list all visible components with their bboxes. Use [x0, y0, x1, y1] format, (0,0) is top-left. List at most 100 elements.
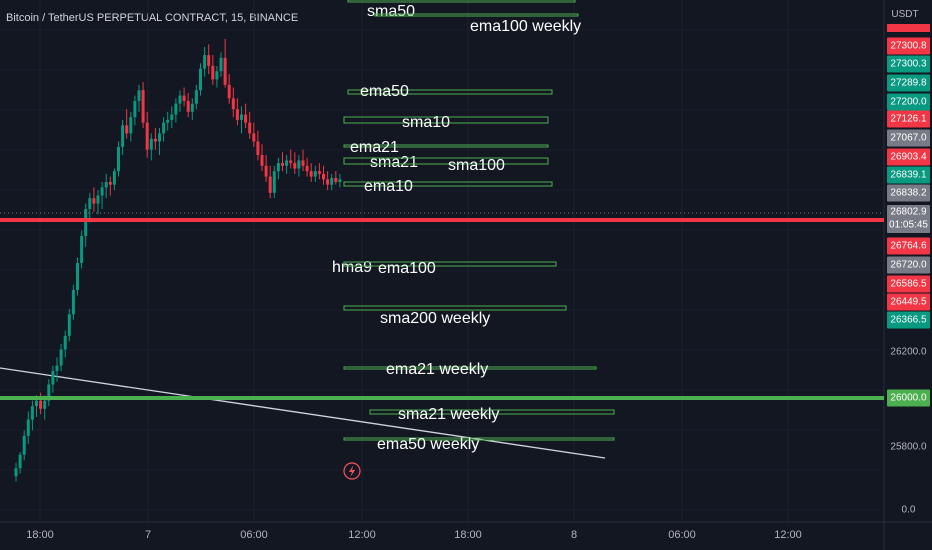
price-marker-label: 26903.4	[890, 152, 927, 163]
candle-body	[112, 171, 116, 185]
indicator-level-box	[369, 409, 615, 415]
candle-body	[317, 171, 321, 174]
candle-body	[55, 365, 59, 371]
x-axis-tick-label: 12:00	[348, 529, 376, 541]
price-marker-label: 27200.0	[890, 97, 927, 108]
price-marker	[887, 93, 930, 111]
candle-body	[219, 57, 223, 72]
price-marker	[887, 184, 930, 202]
candle-body	[231, 98, 235, 110]
indicator-level-box	[343, 181, 553, 187]
price-marker-label: 27067.0	[890, 133, 927, 144]
candle-body	[338, 179, 342, 182]
candle-body	[141, 90, 145, 123]
candle-body	[301, 160, 305, 166]
price-marker-label: 26839.1	[890, 170, 927, 181]
candle-body	[162, 122, 166, 134]
candle-body	[248, 122, 252, 134]
candle-body	[268, 176, 272, 193]
candle-body	[211, 65, 215, 80]
candle-body	[305, 165, 309, 172]
price-marker	[887, 129, 930, 147]
candle-body	[30, 406, 34, 420]
candle-body	[43, 400, 47, 409]
candle-body	[117, 146, 120, 172]
x-axis-tick-label: 12:00	[774, 529, 802, 541]
price-marker	[887, 37, 930, 55]
price-tick-label: 0.0	[902, 505, 916, 516]
indicator-level-box	[347, 89, 553, 95]
candle-body	[223, 57, 227, 85]
indicator-level-box	[343, 305, 567, 311]
candle-body	[80, 236, 84, 263]
candle-body	[170, 114, 174, 120]
candle-body	[125, 125, 129, 134]
candle-body	[260, 155, 264, 166]
candle-body	[137, 90, 141, 101]
candle-body	[18, 454, 22, 469]
candle-body	[272, 171, 276, 193]
price-marker-label: 27300.8	[890, 41, 927, 52]
candle-body	[26, 419, 30, 436]
x-axis-tick-label: 06:00	[668, 529, 696, 541]
candle-body	[100, 187, 104, 196]
indicator-level-box	[343, 261, 557, 267]
candle-body	[215, 71, 219, 80]
candle-body	[67, 314, 71, 336]
candle-body	[334, 177, 338, 182]
indicator-label: sma200 weekly	[380, 310, 490, 327]
candle-body	[153, 138, 157, 142]
candle-body	[22, 435, 26, 455]
candle-body	[330, 177, 334, 185]
indicator-label: sma10	[402, 114, 450, 131]
price-tick-label: 26200.0	[890, 347, 927, 358]
candle-body	[289, 160, 293, 164]
price-tick-label: 25800.0	[890, 442, 927, 453]
indicator-label: sma50	[367, 3, 415, 20]
price-marker-label: 26366.5	[890, 315, 927, 326]
price-marker-label: 26449.5	[890, 297, 927, 308]
indicator-level-box	[343, 144, 549, 148]
candle-body	[35, 400, 38, 407]
candle-body	[166, 119, 170, 123]
candle-body	[133, 101, 137, 118]
indicator-level-box	[347, 0, 576, 3]
candle-body	[149, 138, 153, 150]
indicator-label: ema100	[378, 260, 436, 277]
price-marker-label: 27289.8	[890, 78, 927, 89]
price-marker-label: 27126.1	[890, 114, 927, 125]
price-marker	[887, 55, 930, 73]
indicator-label: ema10	[364, 178, 413, 195]
indicator-level-box	[343, 157, 549, 165]
x-axis-tick-label: 06:00	[240, 529, 268, 541]
indicator-label: ema100 weekly	[470, 18, 581, 35]
candle-body	[293, 163, 297, 169]
candle-body	[297, 160, 301, 169]
currency-label: USDT	[891, 9, 918, 20]
candle-body	[207, 55, 211, 66]
price-marker	[887, 311, 930, 329]
indicator-level-box	[343, 366, 597, 370]
candle-body	[92, 198, 96, 204]
candle-body	[59, 349, 63, 366]
chart-title: Bitcoin / TetherUS PERPETUAL CONTRACT, 1…	[6, 12, 299, 24]
candle-body	[313, 171, 317, 177]
candle-body	[174, 103, 178, 115]
candle-body	[309, 171, 313, 177]
price-marker-label: 26000.0	[890, 393, 927, 404]
x-axis-tick-label: 18:00	[454, 529, 482, 541]
price-marker-label: 26802.9	[890, 207, 927, 218]
price-marker-label: 26764.6	[890, 241, 927, 252]
x-axis-tick-label: 8	[571, 529, 577, 541]
candle-body	[63, 335, 67, 350]
candle-body	[285, 160, 289, 166]
candle-body	[88, 198, 92, 209]
candle-body	[71, 290, 75, 315]
candle-body	[252, 133, 256, 142]
candle-body	[145, 122, 149, 150]
price-marker	[887, 166, 930, 184]
indicator-level-box	[343, 437, 615, 441]
price-marker	[887, 74, 930, 92]
candle-body	[178, 95, 182, 104]
